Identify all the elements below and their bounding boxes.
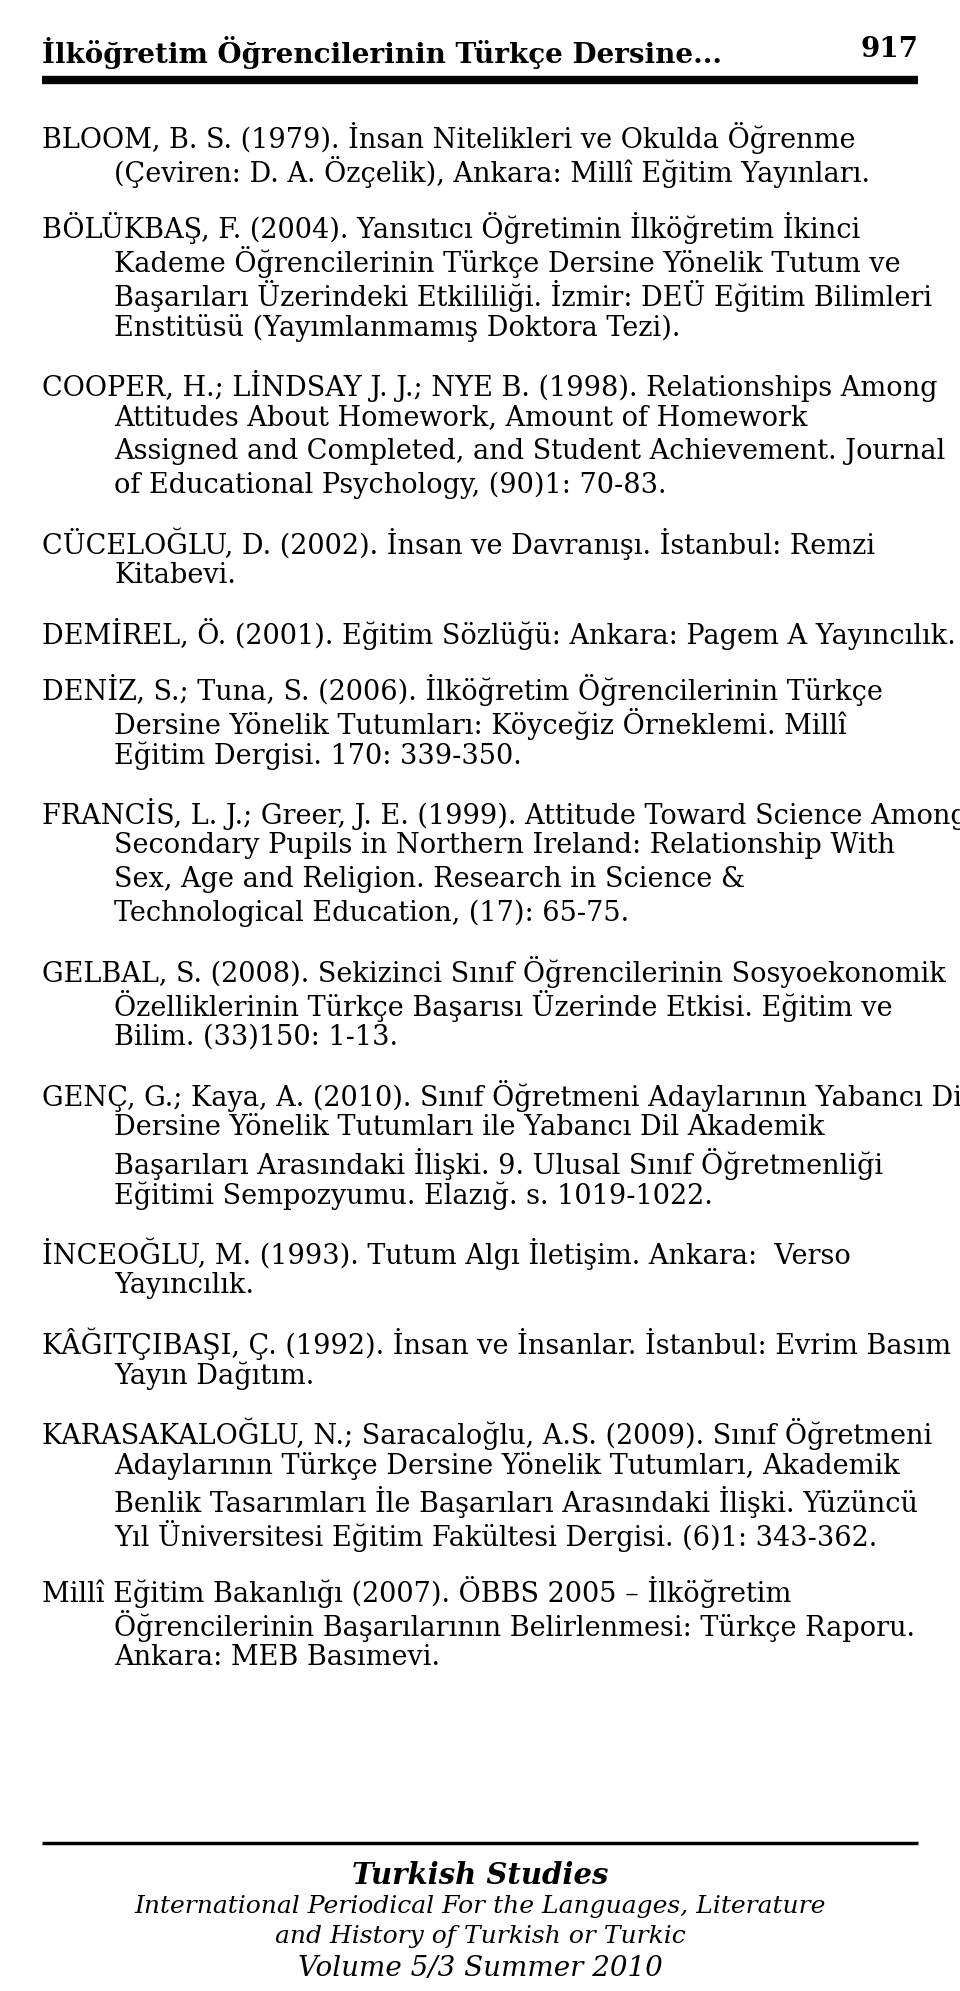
Text: CÜCELOĞLU, D. (2002). İnsan ve Davranışı. İstanbul: Remzi: CÜCELOĞLU, D. (2002). İnsan ve Davranışı… xyxy=(42,528,876,561)
Text: DENİZ, S.; Tuna, S. (2006). İlköğretim Öğrencilerinin Türkçe: DENİZ, S.; Tuna, S. (2006). İlköğretim Ö… xyxy=(42,675,883,707)
Text: Secondary Pupils in Northern Ireland: Relationship With: Secondary Pupils in Northern Ireland: Re… xyxy=(114,832,895,858)
Text: GELBAL, S. (2008). Sekizinci Sınıf Öğrencilerinin Sosyoekonomik: GELBAL, S. (2008). Sekizinci Sınıf Öğren… xyxy=(42,956,946,988)
Text: Bilim. (33)150: 1-13.: Bilim. (33)150: 1-13. xyxy=(114,1023,398,1051)
Text: Eğitim Dergisi. 170: 339-350.: Eğitim Dergisi. 170: 339-350. xyxy=(114,743,521,771)
Text: Kitabevi.: Kitabevi. xyxy=(114,561,236,589)
Text: Benlik Tasarımları İle Başarıları Arasındaki İlişki. Yüzüncü: Benlik Tasarımları İle Başarıları Arasın… xyxy=(114,1485,918,1517)
Text: COOPER, H.; LİNDSAY J. J.; NYE B. (1998). Relationships Among: COOPER, H.; LİNDSAY J. J.; NYE B. (1998)… xyxy=(42,370,938,402)
Text: Attitudes About Homework, Amount of Homework: Attitudes About Homework, Amount of Home… xyxy=(114,404,807,430)
Text: Dersine Yönelik Tutumları ile Yabancı Dil Akademik: Dersine Yönelik Tutumları ile Yabancı Di… xyxy=(114,1115,825,1141)
Text: Volume 5/3 Summer 2010: Volume 5/3 Summer 2010 xyxy=(298,1955,662,1981)
Text: (Çeviren: D. A. Özçelik), Ankara: Millî Eğitim Yayınları.: (Çeviren: D. A. Özçelik), Ankara: Millî … xyxy=(114,155,870,187)
Text: İNCEOĞLU, M. (1993). Tutum Algı İletişim. Ankara:  Verso: İNCEOĞLU, M. (1993). Tutum Algı İletişim… xyxy=(42,1238,851,1270)
Text: DEMİREL, Ö. (2001). Eğitim Sözlüğü: Ankara: Pagem A Yayıncılık.: DEMİREL, Ö. (2001). Eğitim Sözlüğü: Anka… xyxy=(42,617,956,649)
Text: Technological Education, (17): 65-75.: Technological Education, (17): 65-75. xyxy=(114,900,629,928)
Text: Enstitüsü (Yayımlanmamış Doktora Tezi).: Enstitüsü (Yayımlanmamış Doktora Tezi). xyxy=(114,315,681,342)
Text: Kademe Öğrencilerinin Türkçe Dersine Yönelik Tutum ve: Kademe Öğrencilerinin Türkçe Dersine Yön… xyxy=(114,247,900,279)
Text: Eğitimi Sempozyumu. Elazığ. s. 1019-1022.: Eğitimi Sempozyumu. Elazığ. s. 1019-1022… xyxy=(114,1183,712,1211)
Text: Millî Eğitim Bakanlığı (2007). ÖBBS 2005 – İlköğretim: Millî Eğitim Bakanlığı (2007). ÖBBS 2005… xyxy=(42,1577,791,1609)
Text: Adaylarının Türkçe Dersine Yönelik Tutumları, Akademik: Adaylarının Türkçe Dersine Yönelik Tutum… xyxy=(114,1451,900,1479)
Text: BÖLÜKBAŞ, F. (2004). Yansıtıcı Öğretimin İlköğretim İkinci: BÖLÜKBAŞ, F. (2004). Yansıtıcı Öğretimin… xyxy=(42,211,860,245)
Text: Yayıncılık.: Yayıncılık. xyxy=(114,1272,254,1298)
Text: BLOOM, B. S. (1979). İnsan Nitelikleri ve Okulda Öğrenme: BLOOM, B. S. (1979). İnsan Nitelikleri v… xyxy=(42,121,855,153)
Text: and History of Turkish or Turkic: and History of Turkish or Turkic xyxy=(275,1925,685,1947)
Text: İlköğretim Öğrencilerinin Türkçe Dersine...: İlköğretim Öğrencilerinin Türkçe Dersine… xyxy=(42,36,722,70)
Text: Turkish Studies: Turkish Studies xyxy=(351,1862,609,1889)
Text: Yıl Üniversitesi Eğitim Fakültesi Dergisi. (6)1: 343-362.: Yıl Üniversitesi Eğitim Fakültesi Dergis… xyxy=(114,1519,877,1553)
Text: 917: 917 xyxy=(860,36,918,64)
Text: Yayın Dağıtım.: Yayın Dağıtım. xyxy=(114,1362,314,1390)
Text: GENÇ, G.; Kaya, A. (2010). Sınıf Öğretmeni Adaylarının Yabancı Dil: GENÇ, G.; Kaya, A. (2010). Sınıf Öğretme… xyxy=(42,1079,960,1113)
Text: KARASAKALOĞLU, N.; Saracaloğlu, A.S. (2009). Sınıf Öğretmeni: KARASAKALOĞLU, N.; Saracaloğlu, A.S. (20… xyxy=(42,1418,932,1451)
Text: Sex, Age and Religion. Research in Science &: Sex, Age and Religion. Research in Scien… xyxy=(114,866,745,894)
Text: Başarıları Üzerindeki Etkililiği. İzmir: DEÜ Eğitim Bilimleri: Başarıları Üzerindeki Etkililiği. İzmir:… xyxy=(114,281,932,313)
Text: Özelliklerinin Türkçe Başarısı Üzerinde Etkisi. Eğitim ve: Özelliklerinin Türkçe Başarısı Üzerinde … xyxy=(114,990,893,1021)
Text: FRANCİS, L. J.; Greer, J. E. (1999). Attitude Toward Science Among: FRANCİS, L. J.; Greer, J. E. (1999). Att… xyxy=(42,798,960,830)
Text: Assigned and Completed, and Student Achievement. Journal: Assigned and Completed, and Student Achi… xyxy=(114,438,946,466)
Text: of Educational Psychology, (90)1: 70-83.: of Educational Psychology, (90)1: 70-83. xyxy=(114,472,666,500)
Text: Dersine Yönelik Tutumları: Köyceğiz Örneklemi. Millî: Dersine Yönelik Tutumları: Köyceğiz Örne… xyxy=(114,709,847,741)
Text: Öğrencilerinin Başarılarının Belirlenmesi: Türkçe Raporu.: Öğrencilerinin Başarılarının Belirlenmes… xyxy=(114,1611,915,1643)
Text: Başarıları Arasındaki İlişki. 9. Ulusal Sınıf Öğretmenliği: Başarıları Arasındaki İlişki. 9. Ulusal … xyxy=(114,1149,883,1181)
Text: KÂĞITÇIBAŞI, Ç. (1992). İnsan ve İnsanlar. İstanbul: Evrim Basım: KÂĞITÇIBAŞI, Ç. (1992). İnsan ve İnsanla… xyxy=(42,1328,951,1360)
Text: International Periodical For the Languages, Literature: International Periodical For the Languag… xyxy=(134,1895,826,1917)
Text: Ankara: MEB Basımevi.: Ankara: MEB Basımevi. xyxy=(114,1645,440,1670)
